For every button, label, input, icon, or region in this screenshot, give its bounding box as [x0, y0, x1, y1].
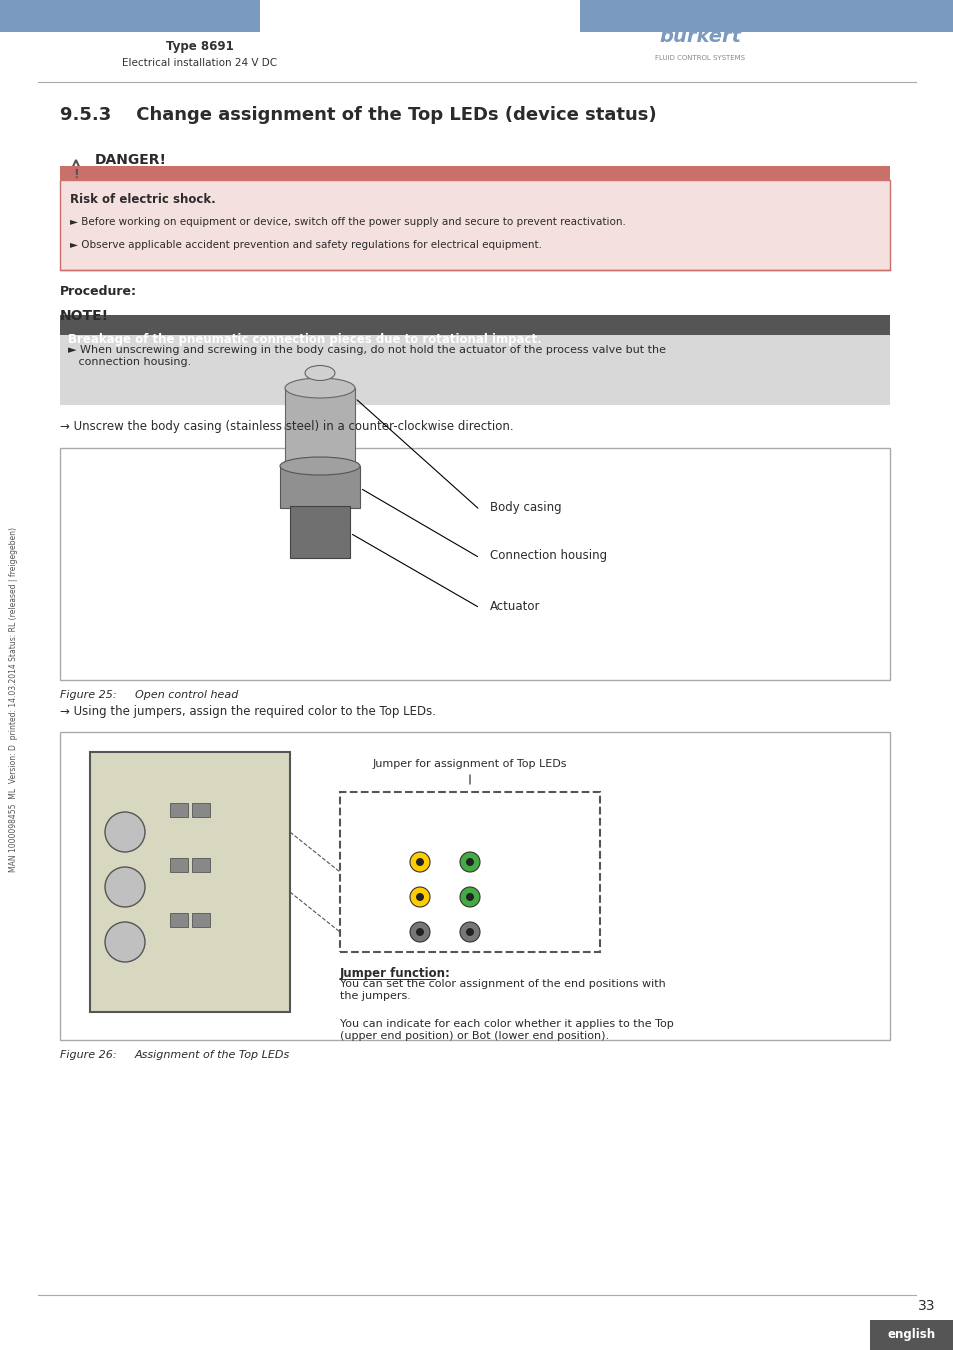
Text: ► When unscrewing and screwing in the body casing, do not hold the actuator of t: ► When unscrewing and screwing in the bo… [68, 346, 665, 367]
FancyBboxPatch shape [60, 732, 889, 1040]
Circle shape [410, 852, 430, 872]
Text: Figure 26:: Figure 26: [60, 1050, 116, 1060]
Text: ► Before working on equipment or device, switch off the power supply and secure : ► Before working on equipment or device,… [70, 217, 625, 227]
Text: Electrical installation 24 V DC: Electrical installation 24 V DC [122, 58, 277, 68]
FancyBboxPatch shape [170, 913, 188, 927]
Text: 9.5.3    Change assignment of the Top LEDs (device status): 9.5.3 Change assignment of the Top LEDs … [60, 107, 656, 124]
Text: → Unscrew the body casing (stainless steel) in a counter-clockwise direction.: → Unscrew the body casing (stainless ste… [60, 420, 513, 433]
Text: FLUID CONTROL SYSTEMS: FLUID CONTROL SYSTEMS [655, 55, 744, 61]
Circle shape [416, 892, 423, 900]
Text: NOTE!: NOTE! [60, 309, 109, 323]
Text: !: ! [73, 167, 79, 181]
Circle shape [105, 922, 145, 963]
FancyBboxPatch shape [60, 166, 889, 180]
FancyBboxPatch shape [60, 315, 889, 335]
Text: DANGER!: DANGER! [95, 153, 167, 167]
FancyBboxPatch shape [579, 0, 953, 32]
Circle shape [459, 852, 479, 872]
Text: You can indicate for each color whether it applies to the Top
(upper end positio: You can indicate for each color whether … [339, 1019, 673, 1041]
Circle shape [416, 859, 423, 865]
FancyBboxPatch shape [60, 448, 889, 680]
Text: ► Observe applicable accident prevention and safety regulations for electrical e: ► Observe applicable accident prevention… [70, 240, 541, 250]
FancyBboxPatch shape [60, 180, 889, 270]
FancyBboxPatch shape [0, 0, 260, 32]
Text: Jumper for assignment of Top LEDs: Jumper for assignment of Top LEDs [373, 759, 567, 769]
Circle shape [465, 927, 474, 936]
Text: 33: 33 [918, 1299, 935, 1314]
FancyBboxPatch shape [869, 1320, 953, 1350]
Text: Figure 25:: Figure 25: [60, 690, 116, 701]
Circle shape [105, 867, 145, 907]
FancyBboxPatch shape [280, 466, 359, 508]
Circle shape [105, 811, 145, 852]
FancyBboxPatch shape [285, 387, 355, 468]
FancyBboxPatch shape [192, 803, 210, 817]
Text: Procedure:: Procedure: [60, 285, 137, 298]
Ellipse shape [280, 458, 359, 475]
Text: Jumper function:: Jumper function: [339, 967, 451, 980]
Text: → Using the jumpers, assign the required color to the Top LEDs.: → Using the jumpers, assign the required… [60, 705, 436, 718]
Text: Risk of electric shock.: Risk of electric shock. [70, 193, 215, 207]
Ellipse shape [285, 378, 355, 398]
FancyBboxPatch shape [170, 859, 188, 872]
Circle shape [465, 892, 474, 900]
Text: MAN 1000098455  ML  Version: D  printed: 14.03.2014 Status: RL (released | freig: MAN 1000098455 ML Version: D printed: 14… [10, 528, 18, 872]
Circle shape [416, 927, 423, 936]
Circle shape [465, 859, 474, 865]
Ellipse shape [305, 366, 335, 381]
Circle shape [459, 922, 479, 942]
Text: Assignment of the Top LEDs: Assignment of the Top LEDs [135, 1050, 290, 1060]
Text: You can set the color assignment of the end positions with
the jumpers.: You can set the color assignment of the … [339, 979, 665, 1000]
FancyBboxPatch shape [60, 335, 889, 405]
Circle shape [410, 887, 430, 907]
Polygon shape [65, 161, 87, 184]
Circle shape [459, 887, 479, 907]
Circle shape [410, 922, 430, 942]
Text: Connection housing: Connection housing [490, 549, 606, 563]
FancyBboxPatch shape [339, 792, 599, 952]
Text: Actuator: Actuator [490, 599, 540, 613]
Text: Open control head: Open control head [135, 690, 238, 701]
Ellipse shape [285, 418, 355, 437]
Text: Type 8691: Type 8691 [166, 40, 233, 53]
FancyBboxPatch shape [290, 506, 350, 558]
Text: Breakage of the pneumatic connection pieces due to rotational impact.: Breakage of the pneumatic connection pie… [68, 333, 541, 346]
Text: Body casing: Body casing [490, 501, 561, 514]
Text: burkert: burkert [659, 27, 740, 46]
FancyBboxPatch shape [192, 859, 210, 872]
FancyBboxPatch shape [192, 913, 210, 927]
Text: english: english [887, 1328, 935, 1341]
FancyBboxPatch shape [90, 752, 290, 1012]
FancyBboxPatch shape [170, 803, 188, 817]
